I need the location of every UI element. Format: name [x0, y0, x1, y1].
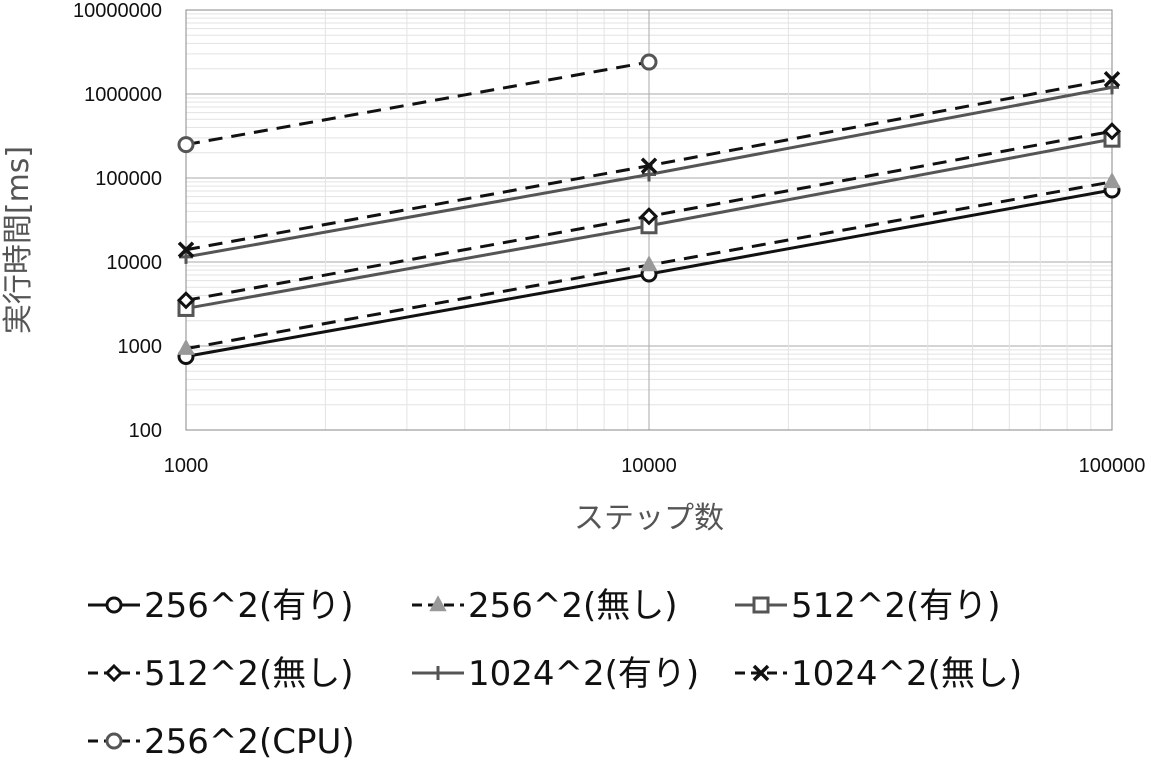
x-tick-label: 1000 [164, 455, 209, 477]
x-tick-labels: 1000 10000 100000 [164, 455, 1146, 477]
series-5 [179, 80, 1119, 264]
plot-area [185, 9, 1113, 431]
data-point [640, 53, 658, 71]
legend-item: 256^2(CPU) [88, 722, 355, 762]
legend-item: 256^2(有り) [88, 586, 354, 626]
data-point [1102, 122, 1122, 141]
y-tick-label: 1000000 [84, 84, 162, 106]
series-6 [177, 70, 1121, 258]
series-line [185, 60, 650, 147]
series-4 [176, 122, 1122, 310]
data-point [177, 241, 195, 258]
data-point [1105, 80, 1119, 95]
y-tick-label: 10000 [106, 252, 162, 274]
legend-marker [105, 596, 123, 614]
series-2 [177, 172, 1121, 355]
legend-item: 1024^2(無し) [735, 654, 1022, 694]
legend-item: 512^2(無し) [88, 654, 354, 694]
grid [185, 10, 1112, 431]
series-7 [177, 53, 658, 154]
legend-item: 1024^2(有り) [412, 654, 699, 694]
legend-label: 256^2(無し) [468, 586, 678, 626]
legend-marker [429, 595, 447, 612]
legend-label: 512^2(無し) [144, 654, 354, 694]
data-point [179, 249, 193, 264]
y-axis-title: 実行時間[ms] [1, 146, 36, 334]
legend-label: 256^2(CPU) [144, 722, 355, 762]
legend-marker [104, 663, 124, 683]
legend-marker [752, 596, 770, 614]
data-point [177, 136, 195, 154]
y-tick-label: 100000 [95, 168, 162, 190]
x-tick-label: 10000 [621, 455, 677, 477]
y-tick-labels: 100 1000 10000 100000 1000000 10000000 [73, 0, 162, 442]
data-point [642, 167, 656, 182]
y-tick-label: 1000 [118, 336, 163, 358]
legend-label: 512^2(有り) [791, 586, 1001, 626]
x-tick-label: 100000 [1079, 455, 1146, 477]
legend: 256^2(有り) 256^2(無し) 512^2(有り) 512^2(無し) 1024… [88, 586, 1022, 762]
data-point [1103, 70, 1121, 88]
data-point [640, 157, 658, 174]
data-point [177, 338, 195, 355]
y-tick-label: 100 [129, 420, 162, 442]
data-point [640, 255, 658, 272]
legend-label: 256^2(有り) [144, 586, 354, 626]
x-axis-title: ステップ数 [574, 501, 724, 536]
data-point [1103, 172, 1121, 189]
legend-item: 512^2(有り) [735, 586, 1001, 626]
data-point [639, 207, 659, 226]
legend-label: 1024^2(無し) [791, 654, 1022, 694]
series-layer [176, 53, 1122, 365]
legend-label: 1024^2(有り) [468, 654, 699, 694]
legend-item: 256^2(無し) [412, 586, 678, 626]
legend-marker [431, 666, 445, 680]
legend-marker [105, 732, 123, 750]
data-point [176, 291, 196, 310]
y-tick-label: 10000000 [73, 0, 162, 22]
legend-marker [752, 664, 770, 682]
